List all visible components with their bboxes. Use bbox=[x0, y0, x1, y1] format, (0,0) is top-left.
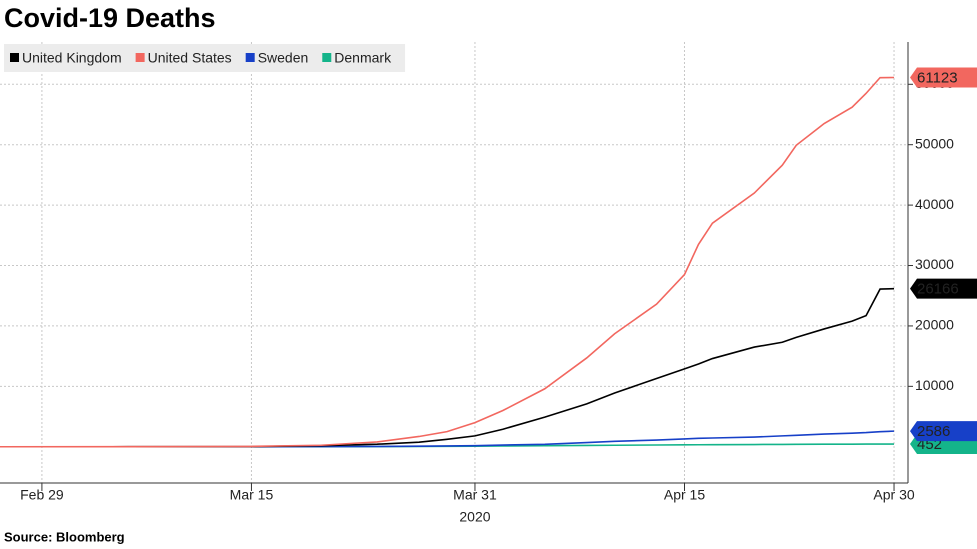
legend-label: Denmark bbox=[334, 50, 392, 66]
value-tag bbox=[910, 67, 977, 88]
value-tag bbox=[910, 421, 977, 442]
x-tick-label: Mar 15 bbox=[230, 487, 274, 503]
y-tick-label: 50000 bbox=[915, 135, 954, 151]
legend: United Kingdom United States Sweden Denmark bbox=[4, 44, 406, 72]
chart-title: Covid-19 Deaths bbox=[4, 3, 216, 33]
x-tick-label: Apr 30 bbox=[873, 487, 914, 503]
series-line bbox=[0, 287, 895, 448]
legend-label: United Kingdom bbox=[22, 50, 122, 66]
y-tick-label: 40000 bbox=[915, 196, 954, 212]
legend-label: United States bbox=[148, 50, 232, 66]
series-line bbox=[0, 430, 895, 448]
value-label: 61123 bbox=[917, 69, 958, 86]
legend-swatch bbox=[322, 53, 332, 62]
legend-box bbox=[4, 44, 406, 72]
x-tick-label: Mar 31 bbox=[453, 487, 497, 503]
x-tick-label: Apr 15 bbox=[664, 487, 705, 503]
source: Source: Bloomberg bbox=[4, 529, 125, 544]
legend-swatch bbox=[10, 53, 19, 62]
x-year-label: 2020 bbox=[459, 509, 490, 525]
value-label: 26166 bbox=[917, 281, 959, 298]
y-tick-label: 20000 bbox=[915, 317, 954, 333]
legend-swatch bbox=[245, 53, 255, 62]
legend-label: Sweden bbox=[258, 50, 309, 66]
value-label: 2586 bbox=[917, 423, 950, 440]
legend-swatch bbox=[135, 53, 145, 62]
y-tick-label: 30000 bbox=[915, 256, 954, 272]
x-tick-label: Feb 29 bbox=[20, 487, 64, 503]
y-tick-label: 10000 bbox=[915, 377, 954, 393]
value-tag bbox=[910, 278, 977, 299]
series-line bbox=[0, 76, 895, 448]
